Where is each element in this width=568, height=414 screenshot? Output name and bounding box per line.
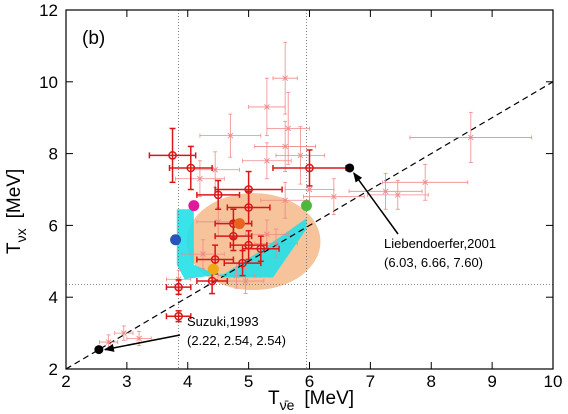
red-data-point (196, 179, 241, 210)
annotation: Suzuki,1993 (2.22, 2.54, 2.54) (103, 314, 286, 352)
y-tick-label: 8 (49, 145, 58, 164)
annotation-values: (2.22, 2.54, 2.54) (187, 333, 286, 348)
annotations-layer: Liebendoerfer,2001 (6.03, 6.66, 7.60) Suzu… (103, 172, 496, 352)
faint-data-point (242, 142, 292, 180)
x-tick-label: 7 (366, 372, 375, 391)
regions-layer (176, 193, 321, 291)
x-tick-label: 4 (183, 372, 192, 391)
faint-data-point (409, 111, 533, 163)
x-axis-title-main: T (268, 388, 280, 409)
colored-marker (188, 200, 200, 212)
red-data-point (165, 310, 192, 323)
annotation-title: Liebendoerfer,2001 (384, 236, 496, 251)
faint-data-point (260, 181, 310, 219)
faint-data-point (248, 77, 286, 137)
annotation-title: Suzuki,1993 (187, 314, 259, 329)
cyan-region (176, 209, 307, 280)
orange-confidence-ellipse (186, 193, 321, 291)
annotation-arrow (353, 172, 399, 235)
x-tick-label: 3 (122, 372, 131, 391)
faint-data-point (114, 325, 134, 341)
faint-data-point (348, 172, 423, 210)
faint-data-point (266, 92, 310, 165)
faint-data-point (199, 113, 262, 158)
faint-data-point (254, 228, 298, 259)
y-tick-label: 4 (49, 288, 58, 307)
faint-data-point (366, 180, 429, 210)
red-data-point (272, 149, 347, 187)
faint-points-layer (99, 41, 533, 350)
x-tick-label: 2 (61, 372, 70, 391)
y-tick-label: 2 (49, 360, 58, 379)
x-axis-title-sub: ν̄e (280, 397, 295, 413)
y-tick-label: 12 (39, 1, 58, 20)
y-tick-label: 10 (39, 73, 58, 92)
x-tick-label: 9 (487, 372, 496, 391)
faint-data-point (175, 160, 225, 198)
faint-data-point (272, 41, 298, 115)
y-axis-title-sub: νx (13, 228, 29, 242)
panel-label: (b) (82, 28, 105, 49)
faint-data-point (275, 126, 326, 185)
colored-marker (170, 234, 182, 246)
x-tick-label: 6 (305, 372, 314, 391)
x-axis-title-unit: [MeV] (304, 388, 354, 409)
annotation-values: (6.03, 6.66, 7.60) (384, 255, 483, 270)
annotation-arrow (103, 334, 181, 352)
x-tick-label: 8 (427, 372, 436, 391)
y-axis-title-unit: [MeV] (4, 169, 25, 219)
red-data-point (148, 127, 197, 184)
diagonal-reference-line (66, 81, 553, 369)
axes-layer: 2 3 4 5 6 7 8 9 10 2 4 6 8 10 12 (39, 1, 562, 391)
y-tick-label: 6 (49, 216, 58, 235)
y-axis-title-main: T (4, 242, 25, 254)
faint-data-point (181, 239, 225, 269)
colored-marker (233, 218, 245, 230)
colored-marker (300, 200, 312, 212)
colored-marker (207, 263, 219, 275)
annotation: Liebendoerfer,2001 (6.03, 6.66, 7.60) (353, 172, 496, 270)
red-data-point (165, 279, 192, 296)
y-axis-title: Tνx [MeV] (4, 169, 29, 254)
black-marker (345, 163, 355, 173)
red-data-point (168, 145, 213, 191)
black-marker (94, 345, 104, 355)
faint-data-point (190, 151, 240, 189)
faint-data-point (382, 163, 469, 201)
red-points-layer (148, 127, 347, 323)
colored-points-layer (170, 200, 312, 275)
reference-lines-layer (66, 10, 553, 369)
x-axis-title: Tν̄e [MeV] (268, 388, 354, 413)
red-data-point (223, 249, 262, 277)
x-tick-label: 5 (244, 372, 253, 391)
faint-data-point (254, 120, 316, 172)
x-tick-label: 10 (544, 372, 563, 391)
faint-data-point (303, 178, 365, 216)
black-points-layer (94, 163, 355, 355)
